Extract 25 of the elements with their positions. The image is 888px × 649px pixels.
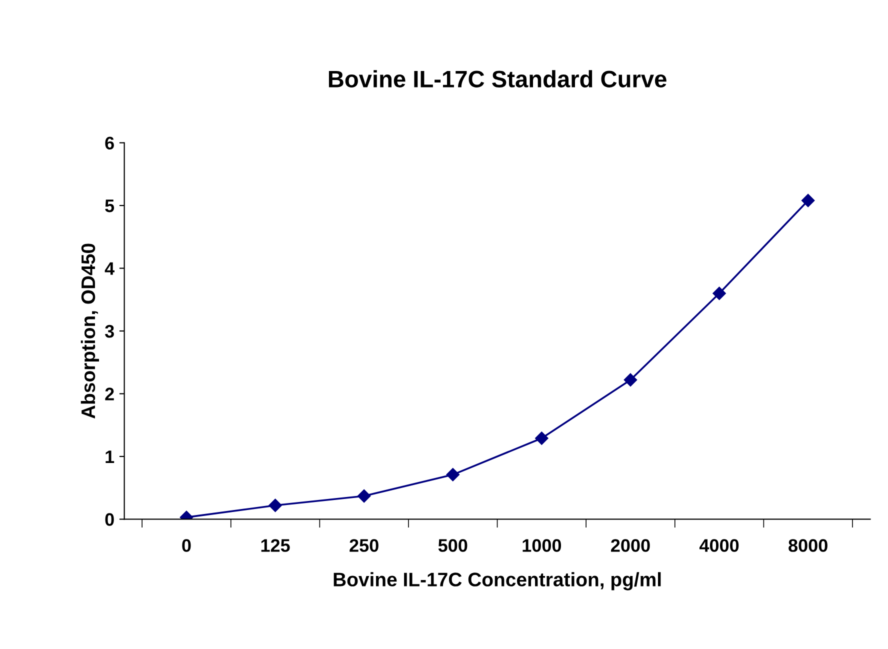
y-tick-label: 4: [104, 262, 114, 275]
y-tick-label: 5: [105, 200, 114, 212]
chart-title: Bovine IL-17C Standard Curve: [328, 70, 666, 88]
point: [268, 498, 282, 512]
x-tick-label: 0: [182, 539, 191, 552]
x-tick-label: 1000: [522, 539, 562, 552]
x-tick-label: 8000: [788, 539, 828, 552]
y-tick-label: 0: [105, 513, 114, 526]
x-tick-label: 4000: [699, 539, 739, 552]
x-tick-label: 125: [261, 539, 290, 552]
point: [446, 468, 460, 482]
y-tick-label: 2: [105, 388, 114, 400]
y-tick-label: 6: [105, 136, 114, 150]
point: [535, 432, 548, 445]
y-tick-label: 3: [104, 324, 114, 338]
x-tick-label: 250: [350, 539, 378, 552]
point: [624, 373, 638, 387]
x-axis-title: Bovine IL-17C Concentration, pg/ml: [334, 572, 661, 590]
x-tick-label: 500: [438, 539, 468, 552]
y-tick-label: 1: [106, 450, 114, 464]
point: [357, 489, 371, 503]
point: [712, 286, 726, 300]
y-axis-title: Absorption, OD450: [80, 244, 99, 419]
point: [801, 194, 815, 208]
x-tick-label: 2000: [611, 539, 650, 552]
